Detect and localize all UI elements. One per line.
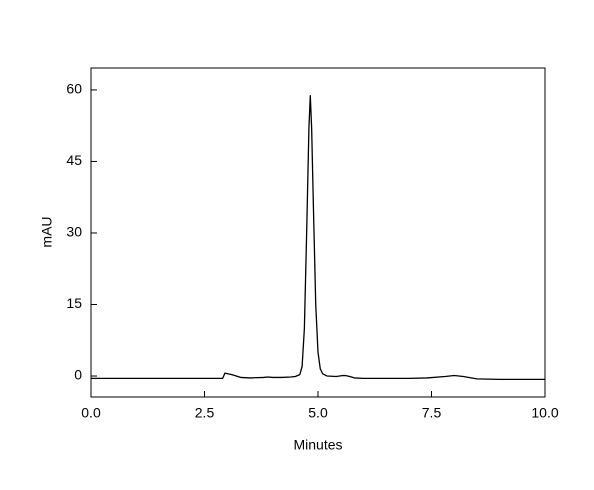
y-tick-label: 0	[74, 367, 82, 383]
x-tick-label: 7.5	[422, 405, 442, 421]
x-tick-label: 5.0	[308, 405, 328, 421]
x-tick-label: 10.0	[531, 405, 558, 421]
x-axis-label: Minutes	[293, 437, 342, 453]
y-tick-label: 45	[66, 152, 82, 168]
chromatogram-line	[91, 95, 545, 381]
y-axis-label: mAU	[39, 216, 55, 247]
y-tick-label: 60	[66, 81, 82, 97]
x-tick-label: 2.5	[195, 405, 215, 421]
x-tick-label: 0.0	[81, 405, 101, 421]
y-tick-label: 15	[66, 295, 82, 311]
y-tick-label: 30	[66, 224, 82, 240]
